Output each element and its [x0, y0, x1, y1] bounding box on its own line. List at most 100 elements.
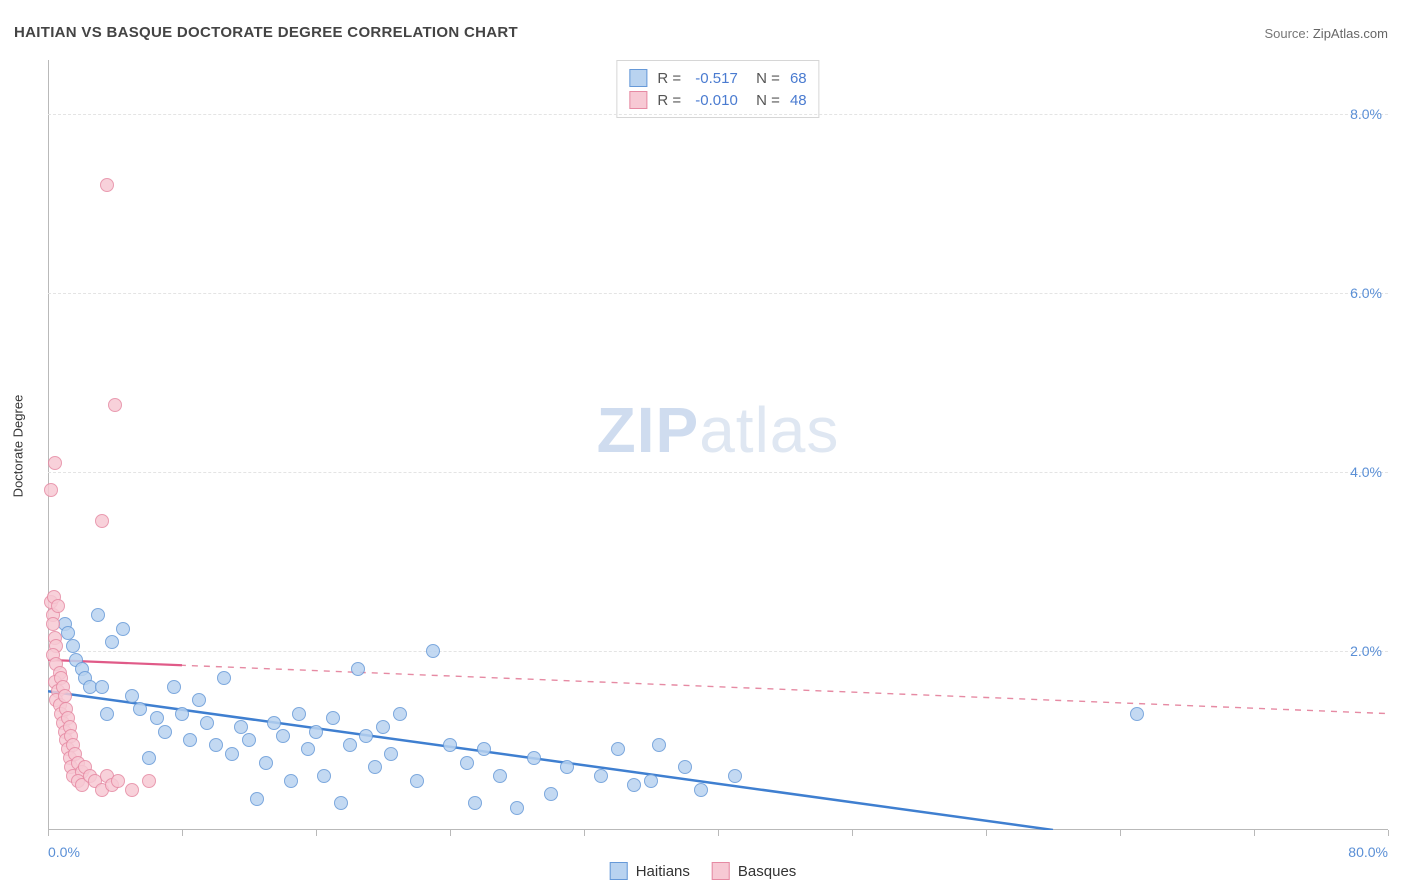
trend-line [48, 691, 1053, 830]
scatter-point [317, 769, 331, 783]
source-attribution: Source: ZipAtlas.com [1264, 26, 1388, 41]
scatter-point [728, 769, 742, 783]
x-axis-min-label: 0.0% [48, 844, 80, 860]
scatter-point [351, 662, 365, 676]
y-tick-label: 8.0% [1350, 106, 1382, 122]
y-axis-label: Doctorate Degree [11, 395, 26, 498]
x-tick [1120, 830, 1121, 836]
scatter-point [1130, 707, 1144, 721]
scatter-point [460, 756, 474, 770]
scatter-point [477, 742, 491, 756]
chart-title: HAITIAN VS BASQUE DOCTORATE DEGREE CORRE… [14, 24, 518, 41]
y-tick-label: 2.0% [1350, 643, 1382, 659]
legend-stat-row: R = -0.010 N =48 [629, 89, 806, 111]
scatter-point [343, 738, 357, 752]
source-label: Source: [1264, 26, 1312, 41]
scatter-point [209, 738, 223, 752]
legend-label: Haitians [636, 863, 690, 880]
scatter-point [334, 796, 348, 810]
legend-r-label: R = [657, 92, 681, 109]
scatter-point [116, 622, 130, 636]
scatter-point [443, 738, 457, 752]
gridline [48, 651, 1388, 652]
legend-r-label: R = [657, 70, 681, 87]
scatter-point [44, 483, 58, 497]
y-tick-label: 6.0% [1350, 285, 1382, 301]
scatter-point [468, 796, 482, 810]
watermark: ZIPatlas [597, 393, 840, 467]
legend-item: Basques [712, 862, 796, 880]
scatter-point [292, 707, 306, 721]
x-tick [986, 830, 987, 836]
scatter-point [48, 456, 62, 470]
legend-stats: R = -0.517 N =68R = -0.010 N =48 [616, 60, 819, 118]
legend-n-value: 48 [790, 92, 807, 109]
legend-n-label: N = [748, 70, 780, 87]
scatter-point [368, 760, 382, 774]
legend-swatch [629, 69, 647, 87]
scatter-point [410, 774, 424, 788]
scatter-point [125, 783, 139, 797]
scatter-point [560, 760, 574, 774]
trend-lines [48, 60, 1388, 830]
legend-swatch [610, 862, 628, 880]
scatter-point [644, 774, 658, 788]
scatter-point [95, 514, 109, 528]
scatter-point [142, 774, 156, 788]
scatter-point [384, 747, 398, 761]
trend-line [48, 660, 1388, 714]
scatter-point [51, 599, 65, 613]
scatter-point [627, 778, 641, 792]
scatter-point [510, 801, 524, 815]
scatter-point [150, 711, 164, 725]
scatter-point [46, 617, 60, 631]
scatter-point [217, 671, 231, 685]
scatter-point [91, 608, 105, 622]
scatter-point [200, 716, 214, 730]
scatter-point [125, 689, 139, 703]
x-axis-max-label: 80.0% [1348, 844, 1388, 860]
scatter-point [694, 783, 708, 797]
scatter-point [167, 680, 181, 694]
x-tick [48, 830, 49, 836]
scatter-point [133, 702, 147, 716]
scatter-point [105, 635, 119, 649]
scatter-point [359, 729, 373, 743]
scatter-point [108, 398, 122, 412]
scatter-point [175, 707, 189, 721]
gridline [48, 293, 1388, 294]
scatter-point [259, 756, 273, 770]
source-value: ZipAtlas.com [1313, 26, 1388, 41]
scatter-point [376, 720, 390, 734]
x-tick [718, 830, 719, 836]
scatter-plot: ZIPatlas R = -0.517 N =68R = -0.010 N =4… [48, 60, 1388, 830]
legend-swatch [712, 862, 730, 880]
y-axis [48, 60, 49, 830]
scatter-point [393, 707, 407, 721]
x-tick [584, 830, 585, 836]
y-tick-label: 4.0% [1350, 464, 1382, 480]
scatter-point [61, 626, 75, 640]
scatter-point [284, 774, 298, 788]
scatter-point [527, 751, 541, 765]
scatter-point [100, 707, 114, 721]
scatter-point [611, 742, 625, 756]
scatter-point [250, 792, 264, 806]
scatter-point [326, 711, 340, 725]
scatter-point [95, 680, 109, 694]
scatter-point [276, 729, 290, 743]
scatter-point [309, 725, 323, 739]
scatter-point [183, 733, 197, 747]
scatter-point [267, 716, 281, 730]
scatter-point [544, 787, 558, 801]
scatter-point [142, 751, 156, 765]
scatter-point [678, 760, 692, 774]
watermark-rest: atlas [699, 394, 839, 466]
scatter-point [426, 644, 440, 658]
scatter-point [225, 747, 239, 761]
watermark-bold: ZIP [597, 394, 700, 466]
x-tick [1254, 830, 1255, 836]
scatter-point [158, 725, 172, 739]
legend-r-value: -0.010 [691, 92, 738, 109]
x-tick [1388, 830, 1389, 836]
